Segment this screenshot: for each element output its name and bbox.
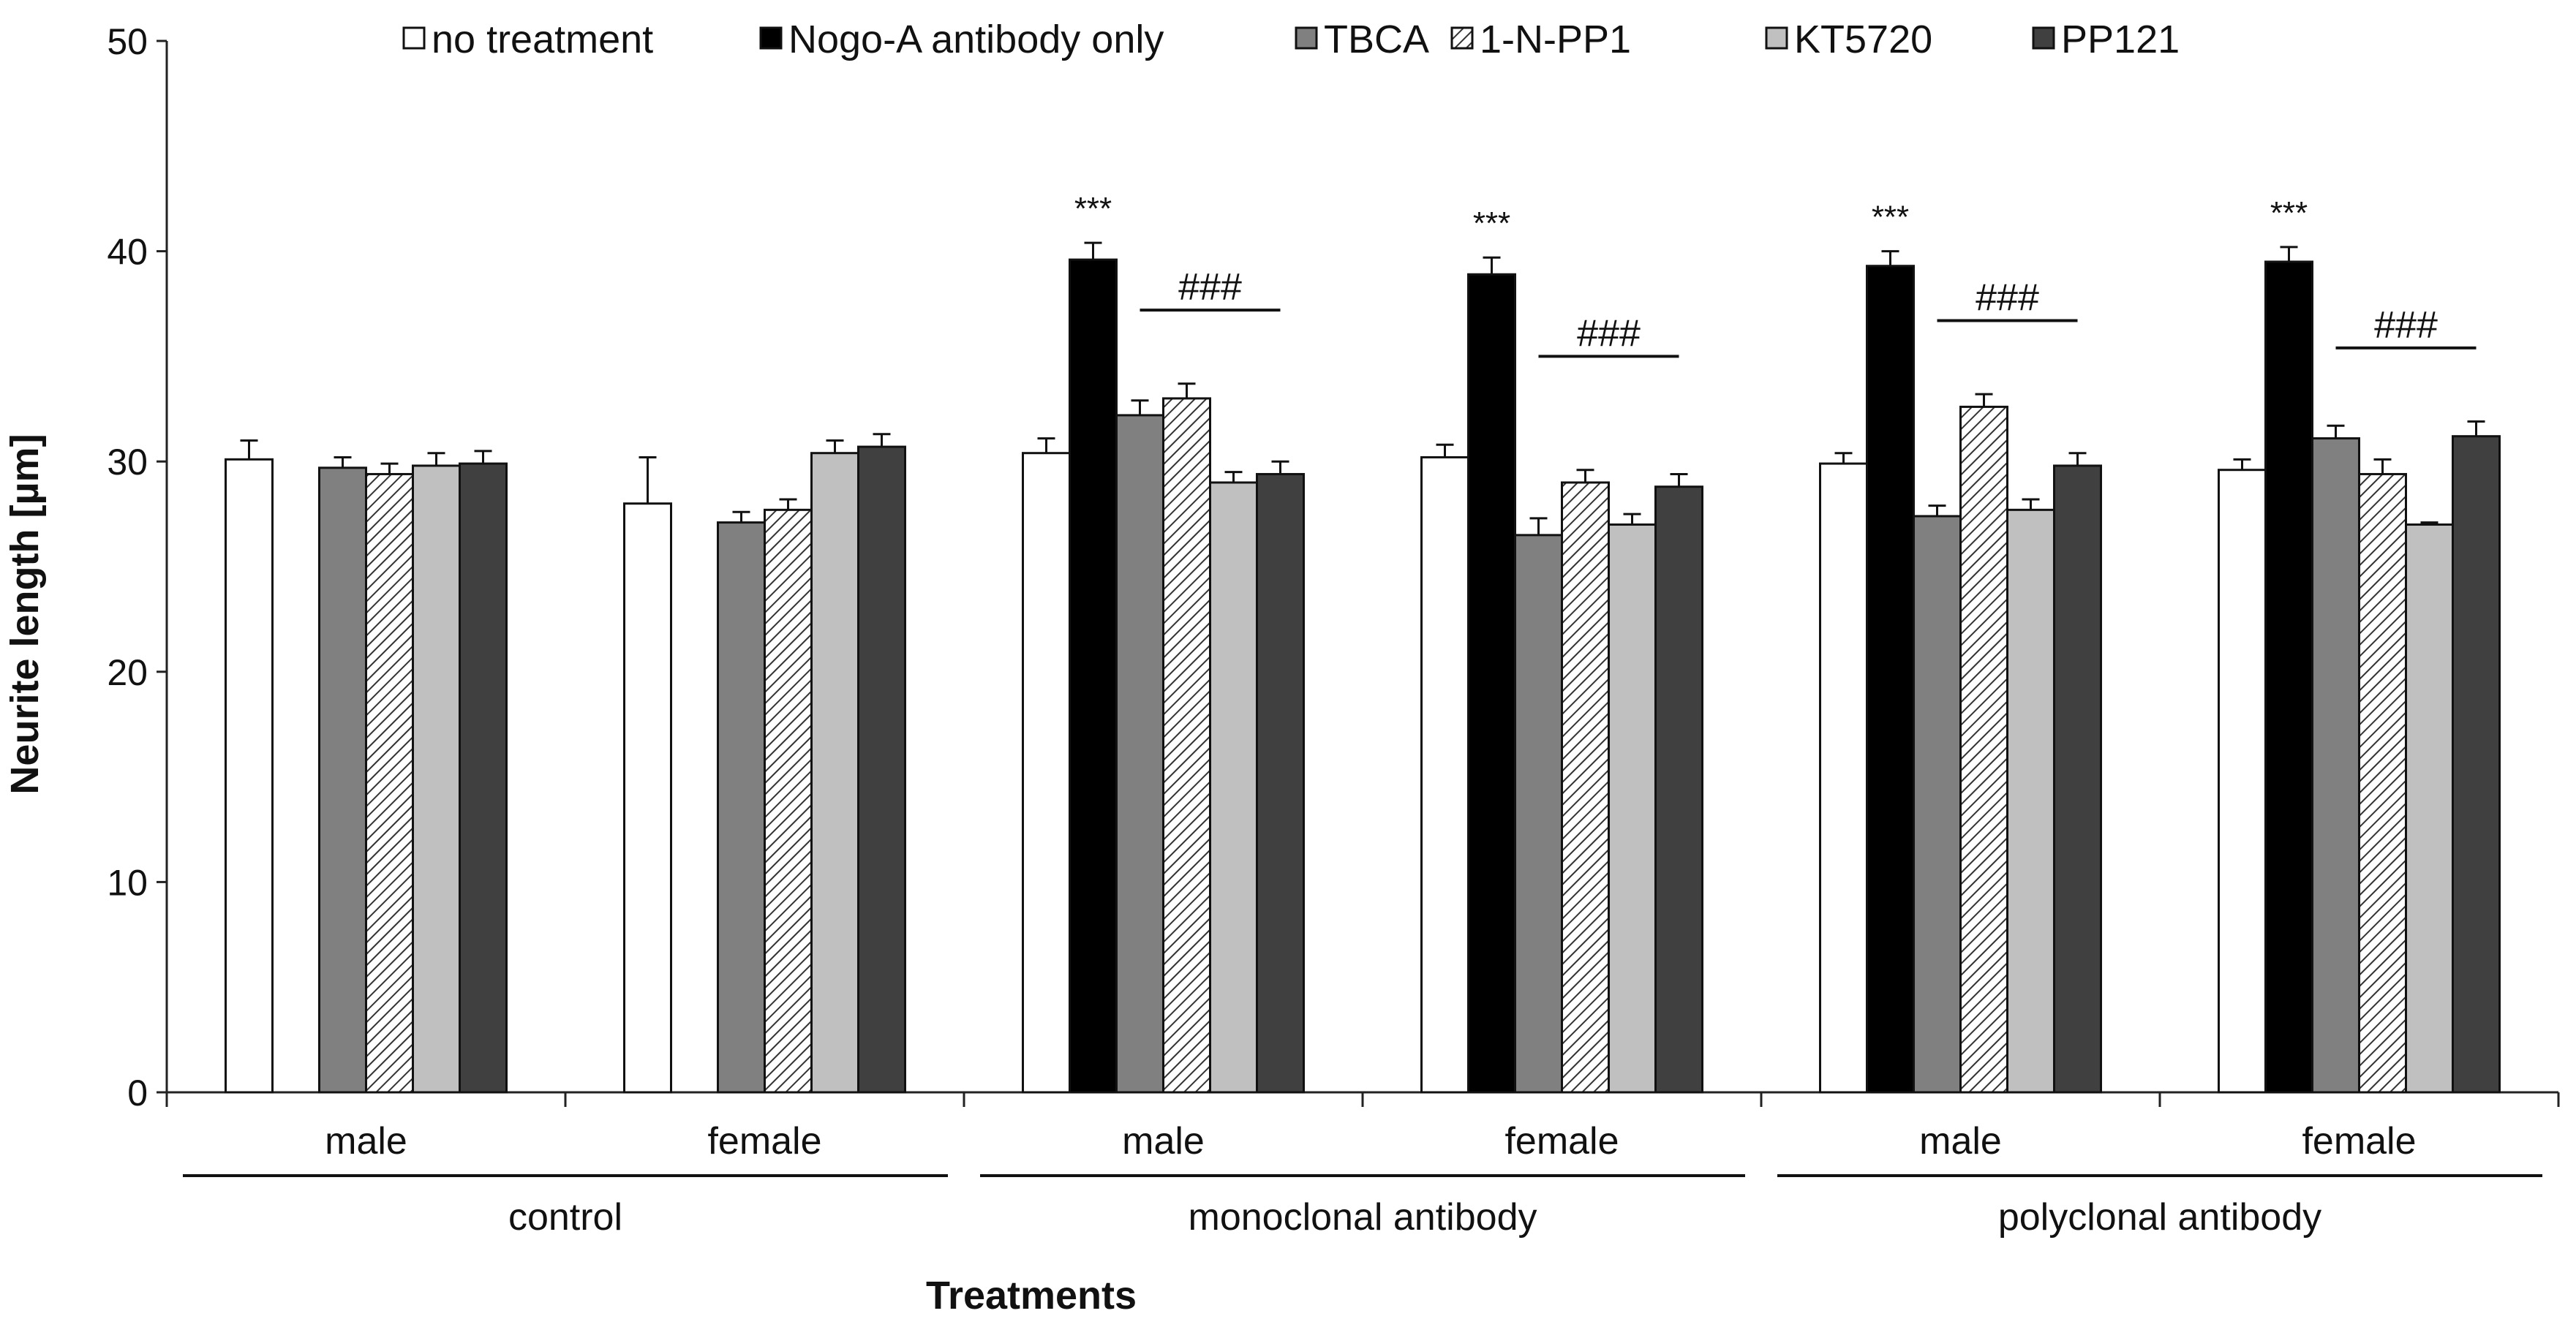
legend-swatch <box>1765 26 1788 50</box>
bar <box>1913 515 1962 1094</box>
bar <box>1608 523 1657 1094</box>
bar <box>2405 523 2454 1094</box>
subgroup-label: female <box>707 1120 821 1162</box>
significance-label: *** <box>1074 191 1112 227</box>
bar <box>318 466 367 1094</box>
group-label: monoclonal antibody <box>1189 1196 1537 1239</box>
subgroup-label: male <box>1919 1120 2002 1162</box>
x-axis-label: Treatments <box>926 1274 1137 1317</box>
bar <box>2218 469 2267 1094</box>
bars <box>225 241 2501 1094</box>
legend-swatch <box>2032 26 2055 50</box>
bar <box>623 502 672 1094</box>
significance-label: *** <box>1473 205 1510 241</box>
bar <box>412 464 461 1094</box>
comparison-label: ### <box>2374 304 2438 347</box>
axes: 0 10 20 30 40 50 <box>107 21 2560 1114</box>
subgroup-label: male <box>1122 1120 1205 1162</box>
legend-label: TBCA <box>1324 18 1429 61</box>
bar <box>1420 455 1469 1094</box>
legend-swatch <box>759 26 783 50</box>
legend-swatch <box>402 26 426 50</box>
subgroup-label: female <box>1504 1120 1619 1162</box>
y-tick-label: 30 <box>107 442 148 483</box>
y-tick-label: 10 <box>107 862 148 903</box>
bar <box>717 521 766 1094</box>
bar <box>1022 452 1071 1094</box>
legend-label: Nogo-A antibody only <box>788 18 1164 61</box>
bar <box>1467 273 1516 1094</box>
y-tick-label: 40 <box>107 232 148 273</box>
legend-label: PP121 <box>2061 18 2180 61</box>
bar <box>1561 481 1610 1094</box>
comparison-label: ### <box>1577 312 1641 355</box>
bar <box>2053 464 2102 1094</box>
legend-label: 1-N-PP1 <box>1480 18 1631 61</box>
bar <box>1819 462 1868 1094</box>
y-axis-label: Neurite length [µm] <box>3 434 47 794</box>
significance-label: *** <box>2270 195 2308 231</box>
y-tick-label: 50 <box>107 21 148 62</box>
x-categories: male female male female male female control mon… <box>183 1120 2542 1239</box>
bar <box>857 445 906 1094</box>
bar <box>1866 265 1915 1094</box>
bar <box>365 472 414 1094</box>
bar <box>2264 260 2313 1094</box>
bar <box>1514 534 1563 1094</box>
group-label: polyclonal antibody <box>1998 1196 2321 1239</box>
bar <box>2006 508 2055 1094</box>
bar <box>2358 472 2407 1094</box>
y-tick-label: 0 <box>127 1073 148 1114</box>
bar <box>1162 397 1211 1094</box>
bar <box>459 462 508 1094</box>
bar <box>810 452 859 1094</box>
legend-swatch <box>1450 26 1474 50</box>
legend-swatch <box>1295 26 1318 50</box>
y-tick-label: 20 <box>107 652 148 693</box>
significance-label: *** <box>1872 200 1909 235</box>
subgroup-label: female <box>2302 1120 2416 1162</box>
bar <box>1115 414 1164 1094</box>
bar <box>764 508 813 1094</box>
bar <box>1256 472 1305 1094</box>
group-label: control <box>508 1196 622 1239</box>
bar <box>1209 481 1258 1094</box>
bar <box>1654 485 1703 1094</box>
legend-label: KT5720 <box>1794 18 1932 61</box>
subgroup-label: male <box>325 1120 407 1162</box>
legend: no treatment Nogo-A antibody only TBCA 1-N-… <box>402 18 2180 61</box>
bar <box>2452 435 2501 1094</box>
bar <box>2311 437 2360 1094</box>
bar <box>1069 258 1118 1094</box>
bar <box>1959 405 2008 1094</box>
comparison-label: ### <box>1178 266 1242 309</box>
comparison-label: ### <box>1976 277 2039 320</box>
bar <box>225 458 274 1094</box>
legend-label: no treatment <box>432 18 653 61</box>
annotations: *** *** *** *** ### ### ### ### <box>1074 191 2477 358</box>
